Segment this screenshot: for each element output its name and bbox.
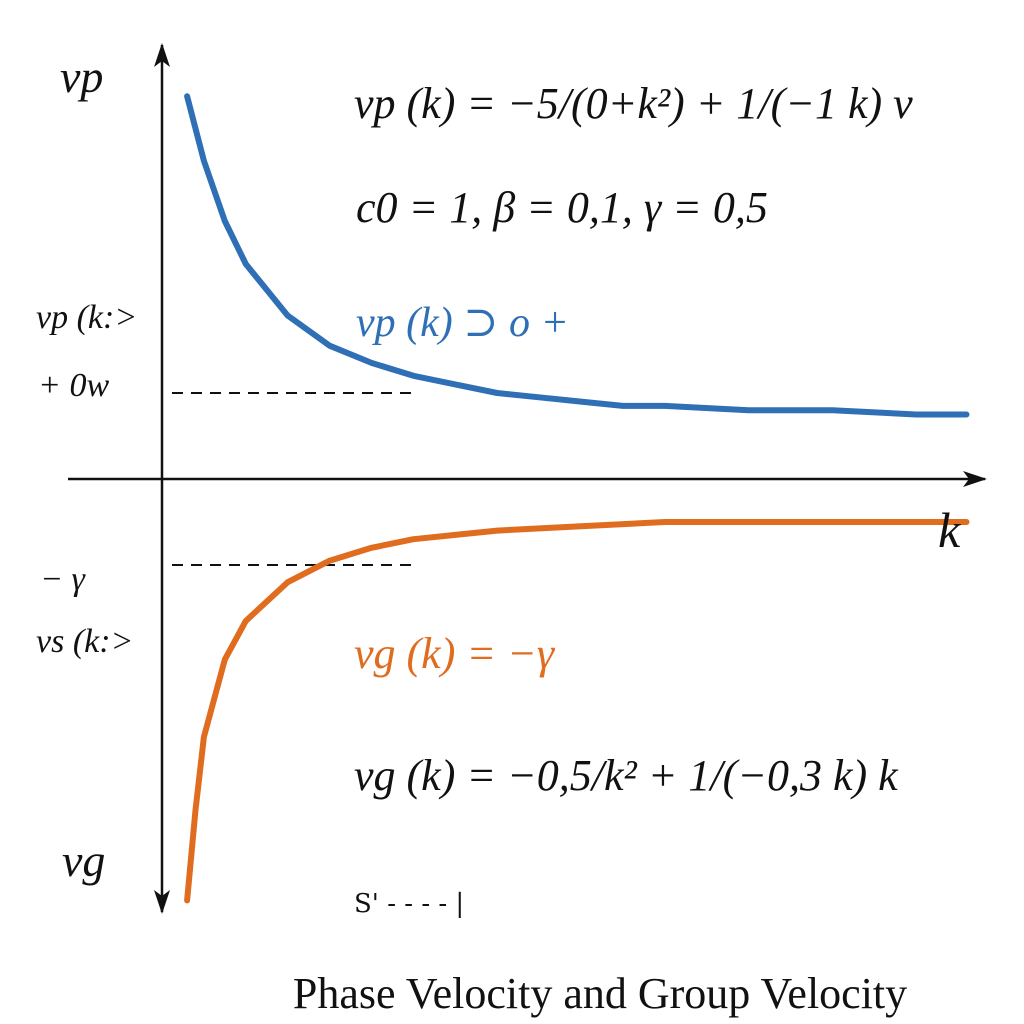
y-axis-label-bottom: vg xyxy=(62,835,105,886)
left-label-vs-k: vs (k:> xyxy=(36,623,134,660)
left-label-plus-0w: + 0w xyxy=(38,367,109,404)
vp-formula: vp (k) = −5/(0+k²) + 1/(−1 k) v xyxy=(354,79,913,128)
y-axis-label-top: vp xyxy=(60,51,103,102)
x-axis-label: k xyxy=(938,502,961,558)
left-label-minus-gamma: − γ xyxy=(40,561,86,598)
left-label-vp-k: vp (k:> xyxy=(36,299,137,336)
series-line-phase-velocity xyxy=(184,93,970,418)
series-line-group-velocity xyxy=(184,519,970,904)
vp-limit-label: vp (k) ⊃ o + xyxy=(356,300,569,346)
vg-formula: vg (k) = −0,5/k² + 1/(−0,3 k) k xyxy=(354,751,899,800)
bottom-mark: S' - - - - | xyxy=(354,889,464,919)
figure-title: Phase Velocity and Group Velocity xyxy=(292,969,908,1018)
parameters-text: c0 = 1, β = 0,1, γ = 0,5 xyxy=(356,183,768,232)
vg-limit-label: vg (k) = −γ xyxy=(354,629,556,678)
